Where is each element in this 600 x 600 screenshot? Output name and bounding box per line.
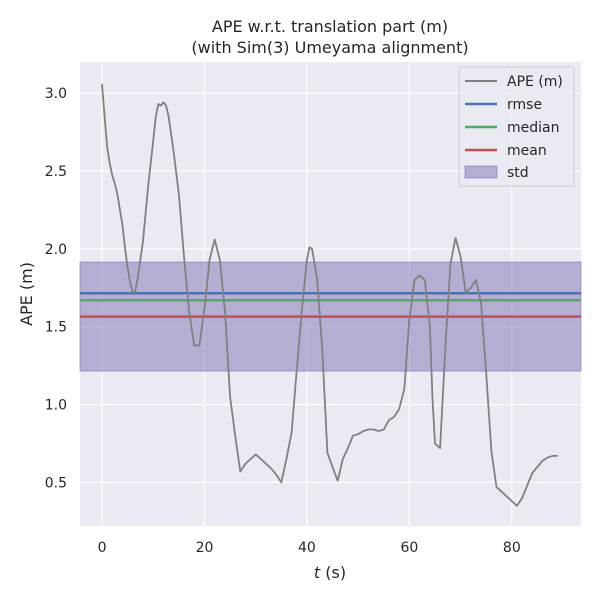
x-axis-ticks: 0 20 40 60 80 <box>98 540 521 556</box>
legend-label-median: median <box>507 120 559 136</box>
y-tick-label: 0.5 <box>45 475 67 491</box>
legend-box <box>458 66 575 187</box>
legend-label-rmse: rmse <box>507 97 542 113</box>
x-tick-label: 40 <box>298 540 316 556</box>
x-axis-label-unit: (s) <box>320 563 346 582</box>
legend: APE (m) rmse median mean std <box>458 66 575 187</box>
legend-label-std: std <box>507 165 529 181</box>
stat-lines <box>80 291 581 318</box>
legend-swatch-std <box>464 165 498 179</box>
y-tick-label: 1.5 <box>45 320 67 336</box>
y-tick-label: 1.0 <box>45 398 67 414</box>
ape-series-line <box>101 83 558 507</box>
y-axis-ticks: 0.5 1.0 1.5 2.0 2.5 3.0 <box>45 86 67 491</box>
y-axis-label: APE (m) <box>17 262 36 326</box>
x-tick-label: 0 <box>98 540 107 556</box>
y-tick-label: 2.5 <box>45 164 67 180</box>
legend-label-mean: mean <box>507 143 547 159</box>
chart-title: APE w.r.t. translation part (m) <box>212 17 448 36</box>
x-tick-label: 60 <box>400 540 418 556</box>
series-layer <box>101 83 558 507</box>
y-tick-label: 3.0 <box>45 86 67 102</box>
x-axis-label-var: t <box>314 563 321 582</box>
x-tick-label: 80 <box>503 540 521 556</box>
x-tick-label: 20 <box>196 540 214 556</box>
x-axis-label: t (s) <box>314 563 346 582</box>
y-tick-label: 2.0 <box>45 242 67 258</box>
legend-label-ape: APE (m) <box>507 74 563 90</box>
chart-subtitle: (with Sim(3) Umeyama alignment) <box>191 38 468 57</box>
